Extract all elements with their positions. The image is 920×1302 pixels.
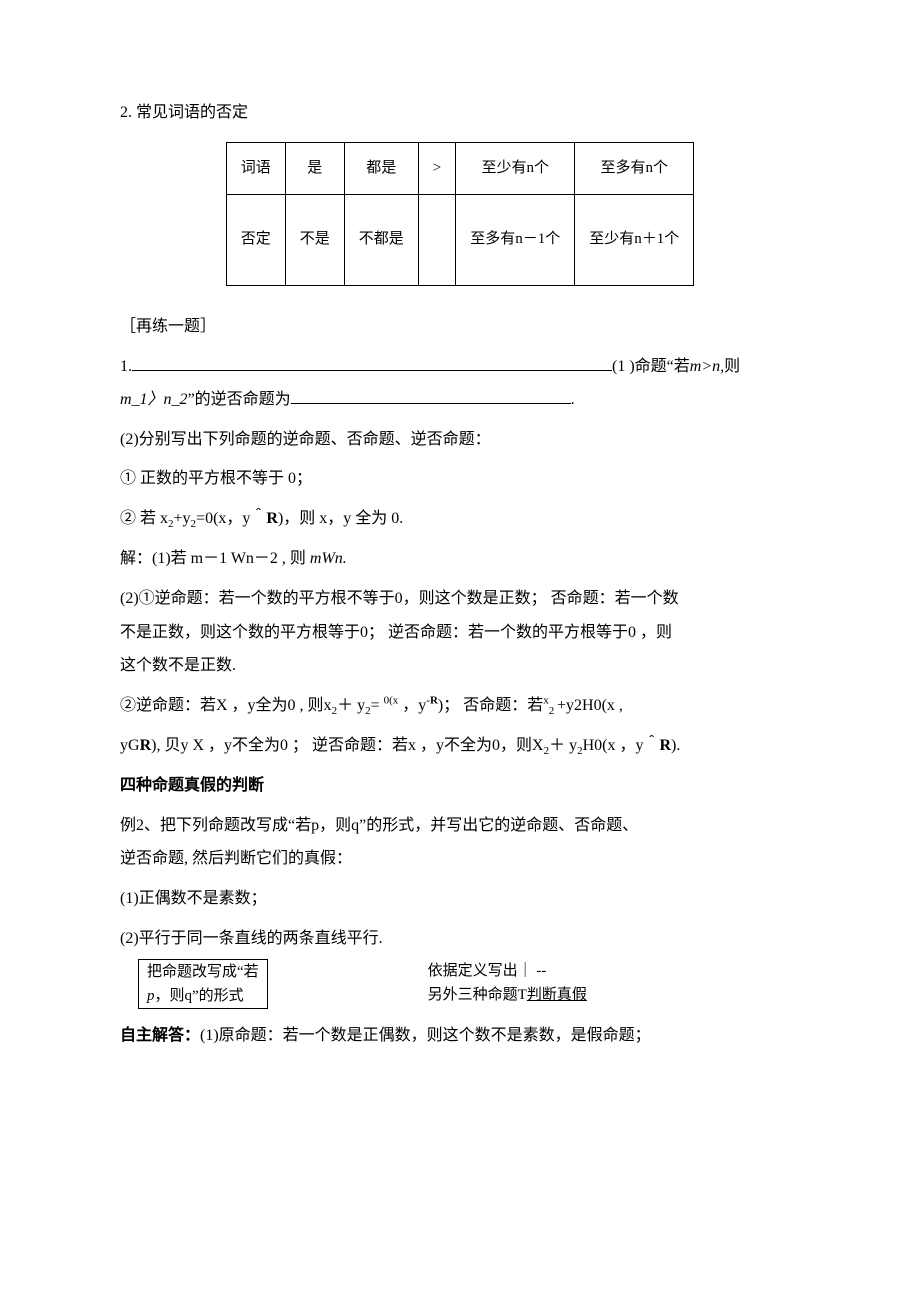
text-italic: mWn. — [310, 550, 347, 567]
q1-line1: 1. (1 )命题“若m>n,则 — [120, 350, 800, 384]
box-p: p — [147, 988, 155, 1004]
label: 自主解答： — [120, 1027, 200, 1044]
q1-tail: (1 )命题“若 — [612, 358, 690, 375]
text: ). — [671, 737, 680, 754]
text: ＋ y — [337, 697, 365, 714]
right-line: 依据定义写出｜ -- — [428, 959, 587, 983]
negation-table: 词语 是 都是 > 至少有n个 至多有n个 否定 不是 不都是 至多有n－1个 … — [226, 142, 695, 287]
cell: 都是 — [344, 142, 418, 195]
process-right: 依据定义写出｜ -- 另外三种命题T判断真假 — [428, 959, 587, 1007]
cell: 至多有n－1个 — [456, 195, 575, 286]
ex2-2: (2)平行于同一条直线的两条直线平行. — [120, 922, 800, 956]
q2-2: ② 若 x2+y2=0(x，y＾R)，则 x，y 全为 0. — [120, 502, 800, 536]
set-r: R — [659, 737, 671, 754]
cell: > — [418, 142, 455, 195]
q1-number: 1. — [120, 358, 132, 375]
text: yG — [120, 737, 140, 754]
box-line: 把命题改写成“若 — [147, 960, 259, 984]
blank-line — [132, 355, 612, 370]
process-row: 把命题改写成“若 p，则q”的形式 依据定义写出｜ -- 另外三种命题T判断真假 — [138, 959, 800, 1009]
text: )； 否命题：若 — [438, 697, 543, 714]
cell: 至多有n个 — [575, 142, 694, 195]
answer-1: 解：(1)若 m－1 Wn－2 , 则 mWn. — [120, 542, 800, 576]
text: ② 若 x — [120, 510, 168, 527]
q1-text: ”的逆否命题为 — [188, 391, 291, 408]
sub: 2 — [549, 705, 557, 717]
text: +y2H0(x , — [557, 697, 623, 714]
ex2-1: (1)正偶数不是素数； — [120, 882, 800, 916]
answer-3b: yGR), 贝y X ，y不全为0 ； 逆否命题：若x ，y不全为0，则X2＋ … — [120, 729, 800, 763]
answer-2b: 不是正数，则这个数的平方根等于0； 逆否命题：若一个数的平方根等于0 ，则 — [120, 616, 800, 650]
text: = — [371, 697, 384, 714]
box-text: ，则q”的形式 — [155, 988, 244, 1004]
set-r: R — [266, 510, 278, 527]
text: 解：(1)若 m－1 Wn－2 , 则 — [120, 550, 310, 567]
answer-2a: (2)①逆命题：若一个数的平方根不等于0，则这个数是正数； 否命题：若一个数 — [120, 582, 800, 616]
right-line: 另外三种命题T判断真假 — [428, 983, 587, 1007]
blank-line — [291, 389, 571, 404]
sup: 0(x — [384, 694, 399, 706]
cell — [418, 195, 455, 286]
cell: 不都是 — [344, 195, 418, 286]
q1-then: 则 — [724, 358, 740, 375]
answer-3a: ②逆命题：若X ，y全为0 , 则x2＋ y2= 0(x ，y-R)； 否命题：… — [120, 689, 800, 723]
text: +y — [174, 510, 191, 527]
table-row: 否定 不是 不都是 至多有n－1个 至少有n＋1个 — [226, 195, 694, 286]
text-underline: 判断真假 — [527, 987, 587, 1003]
text: ), 贝y X ，y不全为0 ； 逆否命题：若x ，y不全为0，则X — [151, 737, 543, 754]
q1-dot: . — [571, 391, 575, 408]
sup-r: -R — [426, 694, 438, 706]
cell: 不是 — [285, 195, 344, 286]
text: )，则 x，y 全为 0. — [278, 510, 403, 527]
text: ＋ y — [549, 737, 577, 754]
q1-line2: m_1〉n_2”的逆否命题为. — [120, 383, 800, 417]
q2: (2)分别写出下列命题的逆命题、否命题、逆否命题： — [120, 423, 800, 457]
ex2-a: 例2、把下列命题改写成“若p，则q”的形式，并写出它的逆命题、否命题、 — [120, 809, 800, 843]
final-answer: 自主解答：(1)原命题：若一个数是正偶数，则这个数不是素数，是假命题； — [120, 1019, 800, 1053]
text: H0(x ，y＾ — [583, 737, 660, 754]
cell: 至少有n＋1个 — [575, 195, 694, 286]
q1-ineq: m_1〉n_2 — [120, 391, 188, 408]
text: ，y — [398, 697, 426, 714]
answer-2c: 这个数不是正数. — [120, 649, 800, 683]
practice-label: ［再练一题］ — [120, 310, 800, 344]
heading-negation: 2. 常见词语的否定 — [120, 96, 800, 130]
cell: 词语 — [226, 142, 285, 195]
heading-truth: 四种命题真假的判断 — [120, 769, 800, 803]
table-row: 词语 是 都是 > 至少有n个 至多有n个 — [226, 142, 694, 195]
text: (1)原命题：若一个数是正偶数，则这个数不是素数，是假命题； — [200, 1027, 651, 1044]
set-r: R — [140, 737, 152, 754]
cell: 否定 — [226, 195, 285, 286]
cell: 是 — [285, 142, 344, 195]
q2-1: ① 正数的平方根不等于 0； — [120, 462, 800, 496]
ex2-b: 逆否命题, 然后判断它们的真假： — [120, 842, 800, 876]
q1-em: m>n, — [690, 358, 724, 375]
cell: 至少有n个 — [456, 142, 575, 195]
box-line: p，则q”的形式 — [147, 984, 259, 1008]
text: =0(x，y＾ — [196, 510, 266, 527]
document-page: 2. 常见词语的否定 词语 是 都是 > 至少有n个 至多有n个 否定 不是 不… — [0, 0, 920, 1302]
text: 另外三种命题T — [428, 987, 527, 1003]
process-box: 把命题改写成“若 p，则q”的形式 — [138, 959, 268, 1009]
text: ②逆命题：若X ，y全为0 , 则x — [120, 697, 332, 714]
